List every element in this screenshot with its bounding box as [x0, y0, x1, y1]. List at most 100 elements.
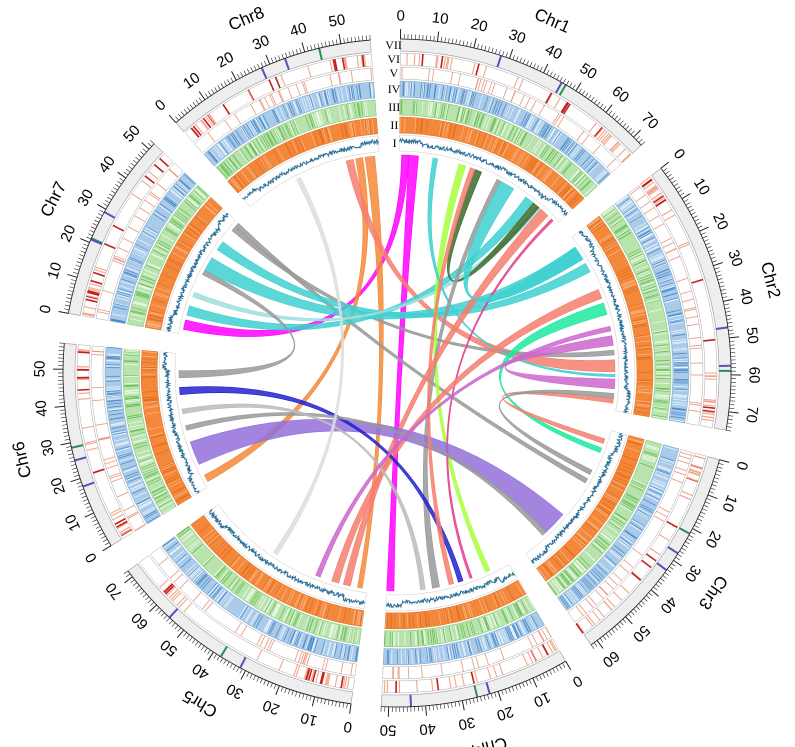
- heat-line: [643, 181, 655, 190]
- density-line: [630, 254, 644, 262]
- density-line: [474, 112, 480, 126]
- density-line: [106, 392, 121, 394]
- density-line: [553, 578, 563, 591]
- density-line: [144, 511, 158, 520]
- density-line: [357, 84, 361, 99]
- tick-mark: [518, 683, 522, 689]
- density-line: [527, 616, 536, 630]
- density-line: [175, 213, 188, 222]
- density-line: [192, 570, 204, 581]
- density-line: [234, 581, 244, 594]
- chromosome-chr8: [175, 39, 380, 207]
- density-line: [474, 638, 480, 653]
- tick-mark: [306, 46, 309, 52]
- tick-mark: [713, 262, 723, 267]
- density-line: [112, 431, 127, 436]
- density-line: [350, 85, 354, 100]
- density-line: [331, 624, 336, 639]
- density-line: [619, 200, 632, 210]
- feature-line: [420, 665, 423, 678]
- density-line: [565, 142, 575, 154]
- line-plot: [165, 212, 229, 332]
- density-line: [347, 646, 351, 660]
- density-line: [143, 399, 158, 403]
- feature-line: [578, 603, 587, 614]
- density-line: [334, 88, 338, 103]
- density-line: [635, 334, 650, 337]
- density-line: [610, 484, 624, 492]
- tick-mark: [240, 670, 246, 680]
- heat-line: [575, 623, 584, 634]
- density-line: [477, 637, 483, 652]
- tick-mark: [451, 38, 454, 44]
- density-line: [461, 642, 466, 657]
- density-line: [295, 100, 302, 114]
- density-line: [482, 636, 488, 650]
- density-line: [656, 470, 670, 476]
- density-line: [295, 594, 302, 608]
- density-line: [468, 602, 474, 617]
- density-line: [344, 123, 349, 138]
- density-line: [496, 101, 503, 115]
- density-line: [457, 107, 462, 122]
- tick-mark: [158, 609, 162, 614]
- density-line: [311, 113, 317, 128]
- density-line: [565, 568, 576, 581]
- density-line: [156, 495, 170, 503]
- heat-line: [341, 57, 346, 70]
- density-line: [106, 394, 121, 397]
- density-line: [208, 150, 219, 162]
- density-line: [354, 647, 358, 662]
- density-line: [147, 320, 162, 325]
- tick-mark: [575, 82, 582, 92]
- tick-mark: [706, 246, 712, 249]
- tick-mark: [718, 463, 724, 465]
- density-line: [173, 550, 185, 560]
- density-line: [337, 607, 342, 622]
- density-line: [130, 313, 145, 318]
- density-line: [313, 600, 319, 615]
- density-line: [217, 568, 228, 580]
- density-line: [517, 601, 526, 615]
- tick-mark: [491, 47, 494, 53]
- density-line: [240, 127, 249, 140]
- density-line: [146, 324, 161, 328]
- density-line: [297, 99, 303, 113]
- tick-label: 20: [260, 696, 282, 718]
- heat-line: [686, 476, 699, 482]
- tick-mark: [87, 509, 93, 512]
- density-line: [631, 519, 645, 528]
- density-line: [322, 128, 328, 143]
- density-line: [160, 462, 174, 469]
- density-line: [514, 109, 521, 123]
- tick-mark: [109, 193, 114, 197]
- feature-line: [653, 515, 665, 523]
- density-line: [628, 437, 643, 443]
- density-line: [465, 128, 470, 143]
- ideogram-marker: [409, 694, 413, 707]
- tick-mark: [128, 165, 133, 170]
- density-line: [107, 399, 122, 403]
- tick-mark: [239, 668, 243, 674]
- density-line: [427, 630, 430, 645]
- density-line: [489, 117, 496, 132]
- density-line: [470, 621, 476, 635]
- heat-line: [94, 266, 107, 272]
- density-line: [618, 231, 631, 240]
- density-line: [141, 506, 155, 514]
- tick-label: 20: [495, 703, 516, 724]
- density-line: [162, 505, 176, 514]
- tick-mark: [584, 92, 589, 98]
- link-ribbon: [331, 288, 603, 584]
- density-line: [522, 598, 531, 612]
- density-line: [175, 246, 188, 255]
- density-line: [664, 297, 679, 302]
- density-line: [164, 196, 177, 207]
- heat-line: [446, 57, 450, 70]
- density-line: [513, 128, 521, 142]
- density-line: [112, 432, 127, 437]
- density-line: [660, 283, 675, 289]
- heat-line: [586, 614, 596, 625]
- density-line: [520, 600, 528, 613]
- density-line: [240, 149, 249, 162]
